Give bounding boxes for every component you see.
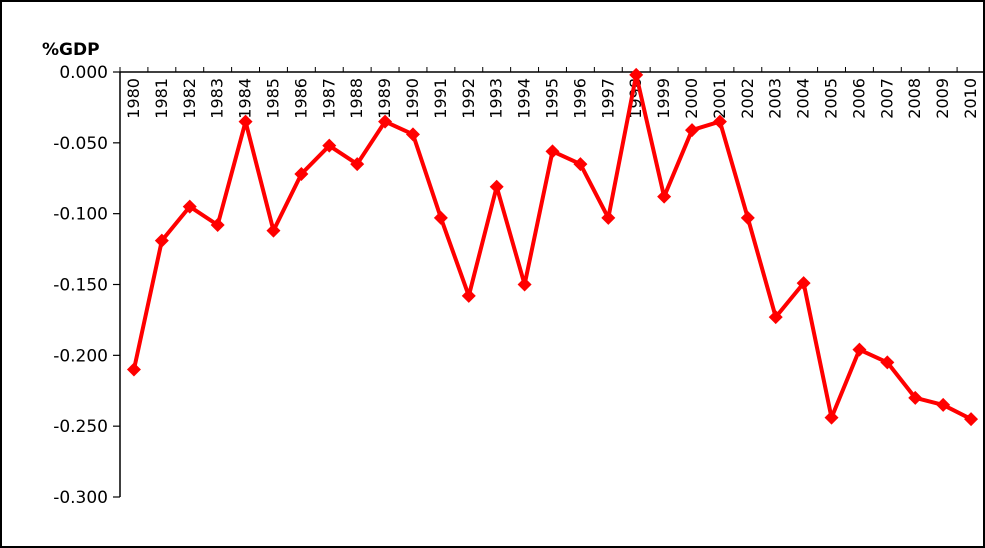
category-label: 1987 xyxy=(319,78,338,119)
category-label: 1990 xyxy=(403,78,422,119)
category-label: 2010 xyxy=(961,78,980,119)
category-label: 1980 xyxy=(124,78,143,119)
y-tick-label: -0.150 xyxy=(53,276,108,296)
category-label: 1989 xyxy=(375,78,394,119)
category-label: 2002 xyxy=(738,78,757,119)
data-point-marker xyxy=(210,218,225,232)
data-point-marker xyxy=(154,233,169,248)
category-label: 1993 xyxy=(487,78,506,119)
data-point-marker xyxy=(685,123,700,138)
category-label: 2008 xyxy=(905,78,924,119)
data-point-marker xyxy=(294,167,309,181)
data-point-marker xyxy=(573,157,588,172)
data-point-marker xyxy=(405,127,420,142)
data-point-marker xyxy=(266,223,281,238)
data-point-marker xyxy=(629,67,644,82)
y-tick-label: -0.100 xyxy=(53,205,108,225)
category-label: 1994 xyxy=(515,78,534,119)
category-label: 1983 xyxy=(208,78,227,119)
category-label: 2005 xyxy=(822,78,841,119)
category-label: 1992 xyxy=(459,78,478,119)
data-point-marker xyxy=(657,189,672,204)
category-label: 2004 xyxy=(794,78,813,119)
category-labels: 1980 1981 1982 1983 1984 1985 1986 1987 1988 1989… xyxy=(124,78,980,119)
category-label: 1986 xyxy=(291,78,310,119)
data-point-marker xyxy=(489,179,504,194)
data-point-marker xyxy=(908,390,923,405)
category-label: 1982 xyxy=(180,78,199,119)
data-point-marker xyxy=(545,144,560,159)
category-label: 1995 xyxy=(543,78,562,119)
category-label: 2006 xyxy=(849,78,868,119)
y-tick-label: -0.050 xyxy=(53,134,108,154)
axes: 0.000 -0.050 -0.100 -0.150 -0.200 -0.250 -0.30… xyxy=(53,63,985,508)
data-point-marker xyxy=(824,410,839,425)
data-point-marker xyxy=(768,310,783,325)
category-label: 2007 xyxy=(877,78,896,119)
data-point-marker xyxy=(936,397,951,412)
data-point-marker xyxy=(964,412,979,427)
y-tick-label: -0.200 xyxy=(53,346,108,366)
data-point-marker xyxy=(740,210,755,225)
category-label: 2000 xyxy=(682,78,701,119)
data-point-marker xyxy=(517,277,532,292)
category-label: 2003 xyxy=(766,78,785,119)
data-point-marker xyxy=(461,288,476,303)
category-label: 1997 xyxy=(598,78,617,119)
y-tick-label: 0.000 xyxy=(59,63,108,83)
category-label: 1981 xyxy=(152,78,171,119)
category-label: 1988 xyxy=(347,78,366,119)
category-label: 1991 xyxy=(431,78,450,119)
category-label: 2001 xyxy=(710,78,729,119)
data-point-marker xyxy=(712,114,727,129)
data-point-marker xyxy=(126,362,141,377)
y-tick-label: -0.250 xyxy=(53,417,108,437)
data-point-marker xyxy=(238,114,253,129)
category-label: 1984 xyxy=(236,78,255,119)
series-layer xyxy=(126,67,979,427)
data-point-marker xyxy=(796,276,811,291)
data-point-marker xyxy=(601,210,616,225)
category-label: 1985 xyxy=(263,78,282,119)
data-point-marker xyxy=(322,138,337,153)
category-label: 1999 xyxy=(654,78,673,119)
category-label: 1996 xyxy=(570,78,589,119)
data-point-marker xyxy=(182,199,197,214)
data-point-marker xyxy=(852,342,867,357)
y-axis-unit-label: %GDP xyxy=(42,40,100,60)
y-tick-label: -0.300 xyxy=(53,488,108,508)
data-point-marker xyxy=(378,114,393,129)
category-label: 2009 xyxy=(933,78,952,119)
data-point-marker xyxy=(433,210,448,225)
data-point-marker xyxy=(880,355,895,370)
data-point-marker xyxy=(350,157,365,172)
